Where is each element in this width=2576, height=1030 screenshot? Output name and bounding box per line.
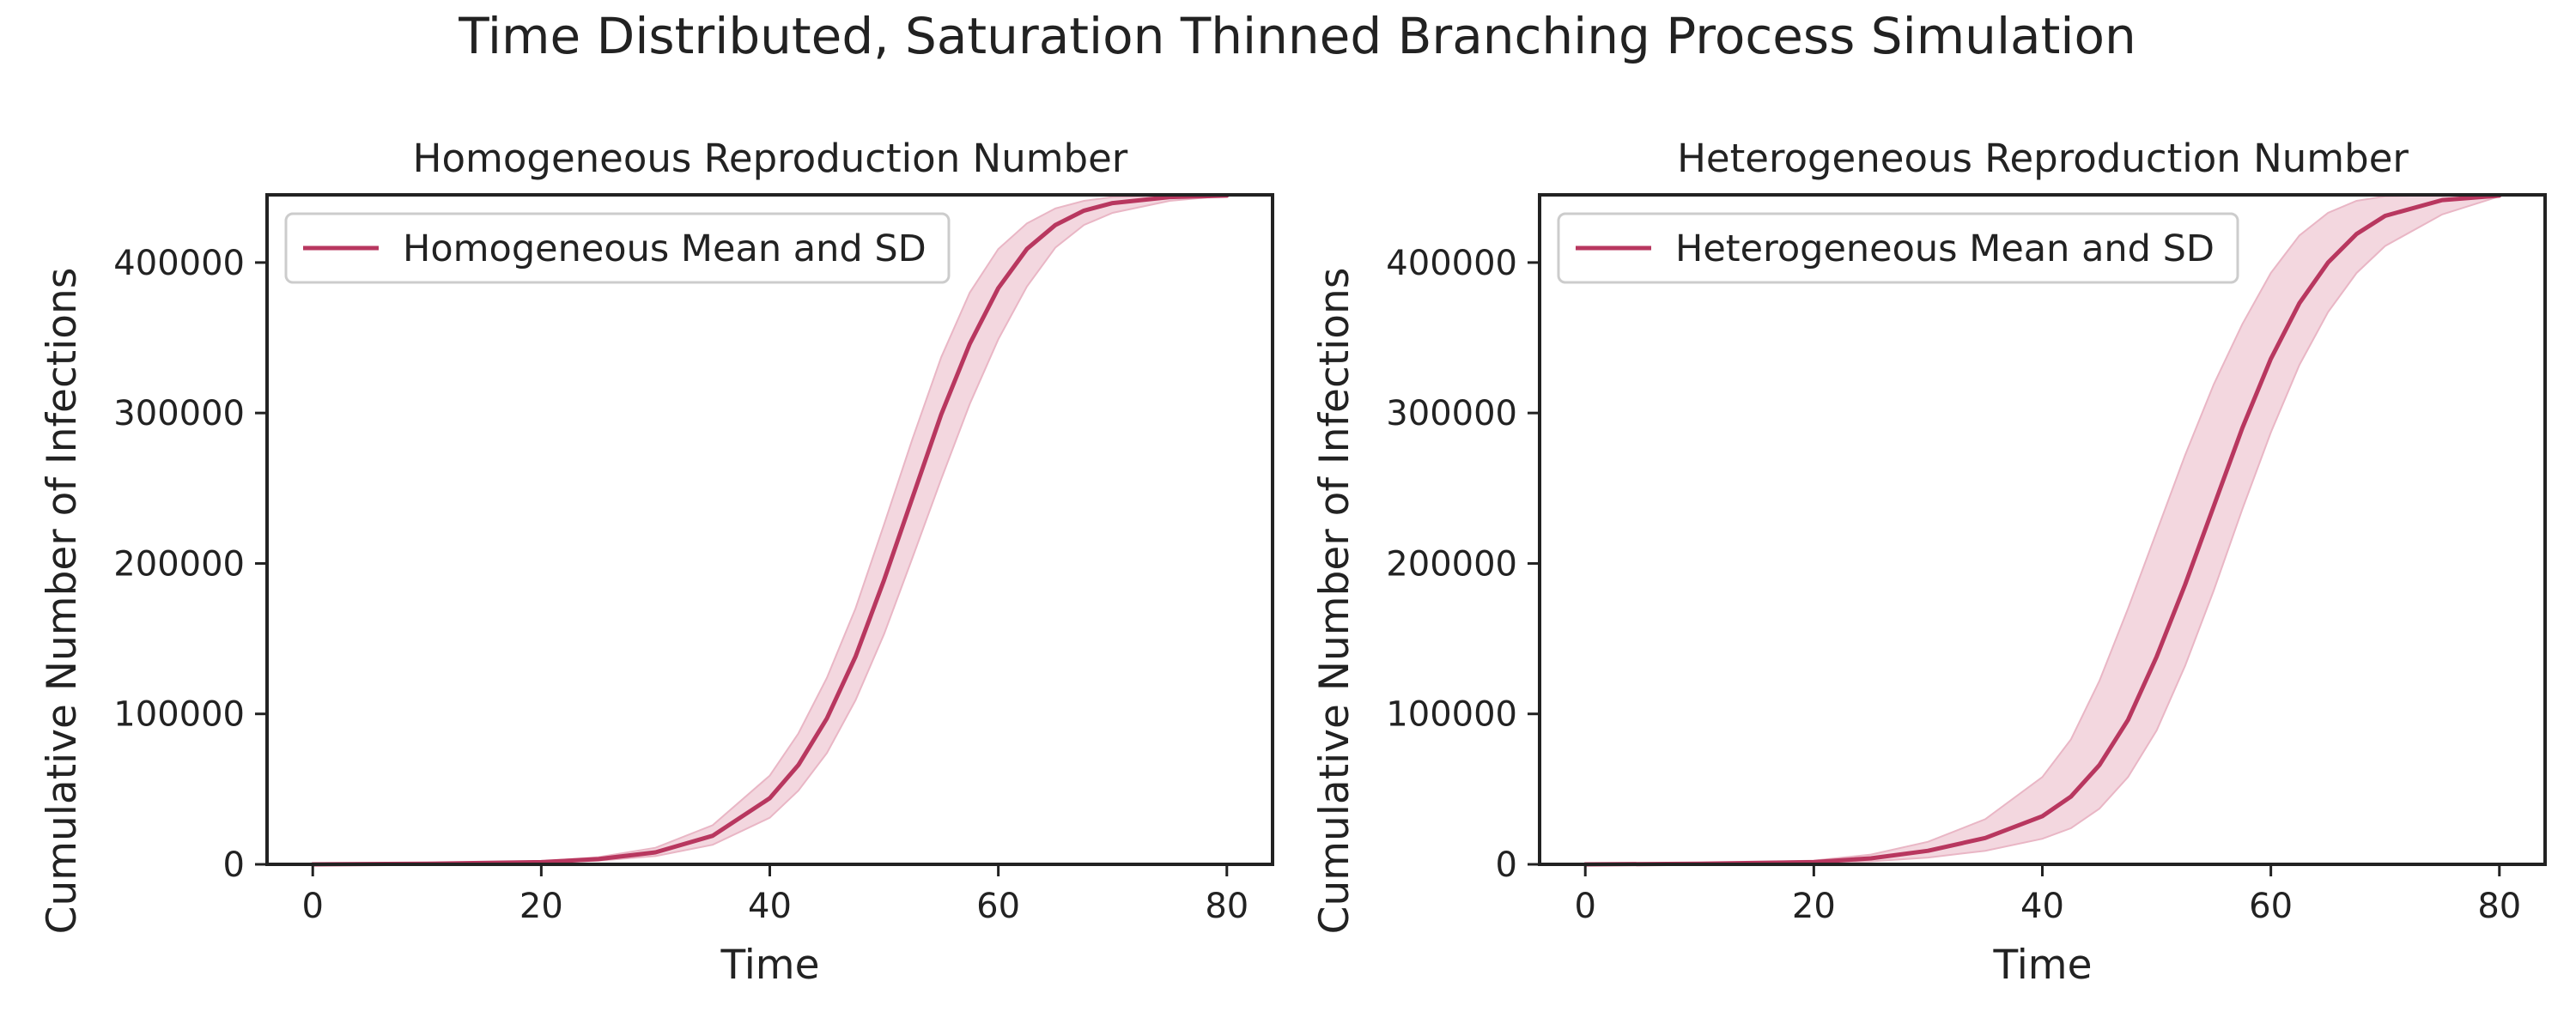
- y-tick-label: 200000: [113, 544, 245, 584]
- panel-title: Heterogeneous Reproduction Number: [1677, 136, 2409, 181]
- x-tick-label: 80: [1205, 887, 1249, 926]
- plot-area: 0 20 40 60 80 0 100000 200000 300000 400000 Homoge…: [113, 193, 1274, 926]
- y-tick-label: 400000: [113, 244, 245, 283]
- y-tick-label: 0: [223, 845, 245, 885]
- legend: Heterogeneous Mean and SD: [1557, 212, 2239, 284]
- legend: Homogeneous Mean and SD: [284, 212, 951, 284]
- x-tick-label: 20: [519, 887, 563, 926]
- x-tick-label: 40: [748, 887, 792, 926]
- x-axis-label: Time: [1992, 942, 2092, 989]
- x-tick-label: 0: [1575, 887, 1596, 926]
- panel-title: Homogeneous Reproduction Number: [413, 136, 1128, 181]
- heterogeneous-panel: Heterogeneous Reproduction Number 0 20 40 6…: [1311, 136, 2547, 989]
- y-tick-label: 100000: [1386, 695, 1517, 735]
- y-tick-label: 100000: [113, 695, 245, 735]
- y-tick-label: 200000: [1386, 544, 1517, 584]
- y-axis-label: Cumulative Number of Infections: [1311, 268, 1358, 935]
- mean-line: [1583, 193, 2502, 867]
- x-tick-label: 80: [2477, 887, 2521, 926]
- y-tick-label: 0: [1496, 845, 1517, 885]
- x-tick-label: 20: [1792, 887, 1836, 926]
- homogeneous-panel: Homogeneous Reproduction Number 0 20 40 60 8…: [39, 136, 1274, 989]
- legend-box: [284, 212, 951, 284]
- x-tick-label: 0: [302, 887, 324, 926]
- x-tick-label: 40: [2020, 887, 2064, 926]
- legend-label: Homogeneous Mean and SD: [403, 227, 927, 270]
- y-axis-label: Cumulative Number of Infections: [39, 268, 86, 935]
- y-tick-label: 400000: [1386, 244, 1517, 283]
- mean-line: [310, 193, 1230, 867]
- x-tick-label: 60: [2249, 887, 2293, 926]
- figure-title: Time Distributed, Saturation Thinned Bra…: [458, 7, 2136, 65]
- x-axis-label: Time: [720, 942, 819, 989]
- legend-label: Heterogeneous Mean and SD: [1675, 227, 2215, 270]
- x-tick-label: 60: [976, 887, 1020, 926]
- y-tick-label: 300000: [1386, 394, 1517, 433]
- plot-area: 0 20 40 60 80 0 100000 200000 300000 400000 Hetero…: [1386, 193, 2547, 926]
- y-tick-label: 300000: [113, 394, 245, 433]
- legend-box: [1557, 212, 2239, 284]
